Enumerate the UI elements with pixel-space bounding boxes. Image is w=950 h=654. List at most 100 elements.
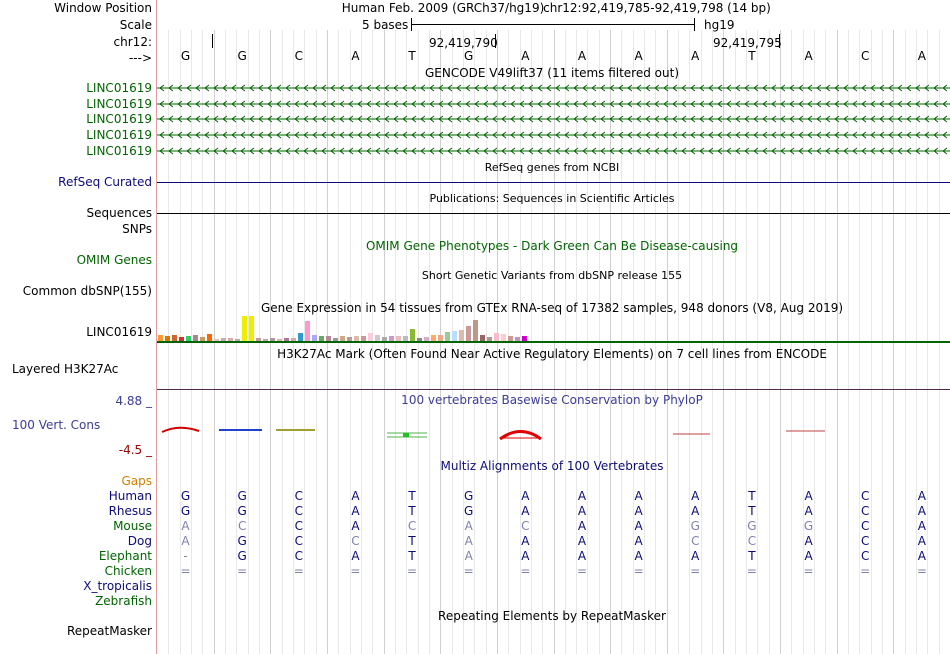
gtex-bar-chart[interactable] <box>157 314 950 341</box>
gtex-tissue-bar[interactable] <box>207 334 212 341</box>
gtex-tissue-bar[interactable] <box>382 337 387 341</box>
strand-arrow <box>672 84 678 92</box>
gtex-tissue-bar[interactable] <box>494 333 499 341</box>
strand-arrow <box>303 100 309 108</box>
gtex-tissue-bar[interactable] <box>179 337 184 341</box>
sequences-track-line[interactable] <box>157 213 950 214</box>
gtex-tissue-bar[interactable] <box>480 335 485 341</box>
gtex-tissue-bar[interactable] <box>375 335 380 341</box>
gtex-tissue-bar[interactable] <box>242 316 247 341</box>
gtex-tissue-bar[interactable] <box>452 331 457 341</box>
gtex-tissue-bar[interactable] <box>347 337 352 341</box>
gtex-tissue-bar[interactable] <box>291 338 296 341</box>
gtex-tissue-bar[interactable] <box>396 336 401 341</box>
gencode-transcript[interactable] <box>157 100 950 108</box>
strand-arrow <box>915 115 921 123</box>
species-label-dog[interactable]: Dog <box>127 534 152 548</box>
snps-label[interactable]: SNPs <box>122 222 152 236</box>
gtex-tissue-bar[interactable] <box>298 333 303 341</box>
gtex-tissue-bar[interactable] <box>270 338 275 341</box>
gtex-tissue-bar[interactable] <box>319 336 324 341</box>
gtex-tissue-bar[interactable] <box>256 338 261 341</box>
gtex-tissue-bar[interactable] <box>424 337 429 341</box>
gtex-tissue-bar[interactable] <box>501 334 506 341</box>
species-label-rhesus[interactable]: Rhesus <box>108 504 152 518</box>
dbsnp-label[interactable]: Common dbSNP(155) <box>22 284 152 298</box>
species-label-chicken[interactable]: Chicken <box>104 564 152 578</box>
strand-arrow <box>870 147 876 155</box>
strand-arrow <box>906 115 912 123</box>
gtex-tissue-bar[interactable] <box>459 330 464 341</box>
gencode-item-label[interactable]: LINC01619 <box>86 128 152 142</box>
strand-arrow <box>663 100 669 108</box>
gencode-transcript[interactable] <box>157 115 950 123</box>
strand-arrow <box>186 84 192 92</box>
species-label-zebrafish[interactable]: Zebrafish <box>95 594 152 608</box>
h3k27ac-label[interactable]: Layered H3K27Ac <box>12 362 119 376</box>
gtex-tissue-bar[interactable] <box>389 336 394 341</box>
gencode-transcript[interactable] <box>157 84 950 92</box>
species-label-mouse[interactable]: Mouse <box>113 519 152 533</box>
gtex-tissue-bar[interactable] <box>263 339 268 341</box>
omim-label[interactable]: OMIM Genes <box>76 253 152 267</box>
gtex-tissue-bar[interactable] <box>340 336 345 341</box>
gtex-tissue-bar[interactable] <box>200 337 205 341</box>
gtex-tissue-bar[interactable] <box>305 321 310 341</box>
gencode-item-label[interactable]: LINC01619 <box>86 144 152 158</box>
gtex-tissue-bar[interactable] <box>228 338 233 341</box>
phylop-signal[interactable] <box>157 420 950 445</box>
gtex-tissue-bar[interactable] <box>417 338 422 341</box>
gtex-tissue-bar[interactable] <box>522 336 527 341</box>
species-label-human[interactable]: Human <box>108 489 152 503</box>
species-label-elephant[interactable]: Elephant <box>98 549 152 563</box>
gtex-tissue-bar[interactable] <box>354 336 359 341</box>
gtex-tissue-bar[interactable] <box>221 338 226 341</box>
repeatmasker-label[interactable]: RepeatMasker <box>66 624 152 638</box>
cons-name-label[interactable]: 100 Vert. Cons <box>12 418 101 432</box>
gencode-item-label[interactable]: LINC01619 <box>86 97 152 111</box>
gtex-tissue-bar[interactable] <box>172 335 177 341</box>
gtex-tissue-bar[interactable] <box>277 339 282 341</box>
gtex-tissue-bar[interactable] <box>186 336 191 341</box>
gtex-tissue-bar[interactable] <box>515 337 520 341</box>
strand-arrow <box>636 131 642 139</box>
gtex-tissue-bar[interactable] <box>165 336 170 341</box>
gtex-tissue-bar[interactable] <box>487 337 492 341</box>
gaps-label[interactable]: Gaps <box>121 474 152 488</box>
strand-arrow <box>933 115 939 123</box>
gtex-tissue-bar[interactable] <box>368 333 373 341</box>
species-label-xtropicalis[interactable]: X_tropicalis <box>83 579 152 593</box>
gtex-tissue-bar[interactable] <box>326 336 331 341</box>
gtex-tissue-bar[interactable] <box>284 338 289 341</box>
track-data-area[interactable]: Human Feb. 2009 (GRCh37/hg19) chr12:92,4… <box>157 0 950 654</box>
strand-arrow <box>744 84 750 92</box>
gtex-tissue-bar[interactable] <box>361 336 366 341</box>
gtex-tissue-bar[interactable] <box>431 335 436 341</box>
strand-label[interactable]: ---> <box>128 51 152 65</box>
gtex-tissue-bar[interactable] <box>158 335 163 341</box>
refseq-track-line[interactable] <box>157 182 950 183</box>
strand-arrow <box>888 84 894 92</box>
gtex-gene-label[interactable]: LINC01619 <box>86 325 152 339</box>
gencode-transcript[interactable] <box>157 147 950 155</box>
sequences-label[interactable]: Sequences <box>86 206 152 220</box>
gtex-tissue-bar[interactable] <box>410 329 415 341</box>
strand-arrow <box>924 115 930 123</box>
gencode-item-label[interactable]: LINC01619 <box>86 81 152 95</box>
gtex-tissue-bar[interactable] <box>445 332 450 341</box>
gencode-transcript[interactable] <box>157 131 950 139</box>
gencode-item-label[interactable]: LINC01619 <box>86 112 152 126</box>
gtex-tissue-bar[interactable] <box>403 336 408 341</box>
gtex-tissue-bar[interactable] <box>508 336 513 341</box>
gtex-tissue-bar[interactable] <box>193 335 198 341</box>
gtex-tissue-bar[interactable] <box>312 335 317 341</box>
gtex-tissue-bar[interactable] <box>438 335 443 341</box>
gtex-tissue-bar[interactable] <box>333 338 338 341</box>
gtex-tissue-bar[interactable] <box>249 316 254 341</box>
gtex-tissue-bar[interactable] <box>466 326 471 341</box>
gtex-tissue-bar[interactable] <box>473 320 478 341</box>
gtex-tissue-bar[interactable] <box>235 339 240 341</box>
gtex-tissue-bar[interactable] <box>214 339 219 341</box>
refseq-label[interactable]: RefSeq Curated <box>58 175 152 189</box>
